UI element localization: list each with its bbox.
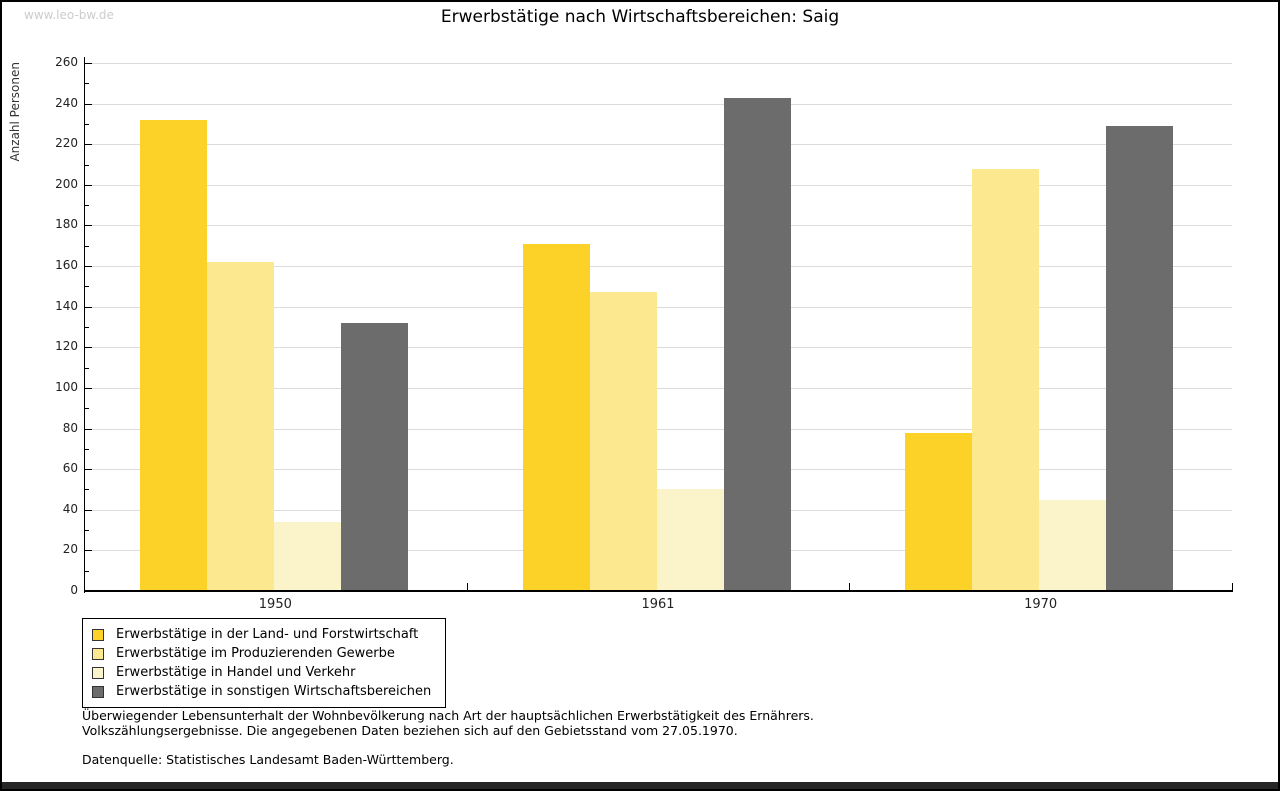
y-tick-label-40: 40 (62, 501, 78, 516)
plot-area: 0 20 40 60 80 100 120 140 160 180 200 220 240 260 1950… (2, 2, 1278, 622)
gridline-60 (84, 469, 1232, 471)
legend: Erwerbstätige in der Land- und Forstwirt… (82, 618, 447, 708)
bar-1961-series-4 (723, 97, 791, 591)
y-minor-tick-90 (85, 408, 89, 410)
gridline-180 (84, 225, 1232, 227)
y-minor-tick-250 (85, 83, 89, 85)
y-tick-label-120: 120 (55, 339, 78, 354)
y-tick-label-0: 0 (70, 583, 78, 597)
footnote-line-2: Volkszählungsergebnisse. Die angegebenen… (82, 723, 738, 738)
watermark: www.leo-bw.de (24, 8, 114, 22)
y-major-tick-180 (85, 225, 92, 227)
bar-1961-series-3 (656, 489, 724, 591)
y-tick-label-260: 260 (55, 55, 78, 69)
gridline-100 (84, 387, 1232, 389)
y-tick-label-180: 180 (55, 217, 78, 232)
legend-swatch-icon (92, 685, 104, 698)
bar-1970-series-1 (905, 432, 973, 591)
bar-1950-series-1 (140, 119, 207, 591)
legend-item-3: Erwerbstätige in Handel und Verkehr (92, 663, 431, 682)
y-tick-label-160: 160 (55, 258, 78, 273)
y-minor-tick-150 (85, 286, 89, 288)
gridline-80 (84, 428, 1232, 430)
y-major-tick-40 (85, 509, 92, 511)
gridline-200 (84, 184, 1232, 186)
legend-label: Erwerbstätige in sonstigen Wirtschaftsbe… (116, 684, 432, 699)
legend-label: Erwerbstätige in der Land- und Forstwirt… (116, 627, 419, 642)
legend-swatch-icon (92, 647, 104, 660)
legend-label: Erwerbstätige in Handel und Verkehr (116, 665, 356, 680)
gridline-240 (84, 103, 1232, 105)
legend-item-1: Erwerbstätige in der Land- und Forstwirt… (92, 625, 431, 644)
x-tick-2 (849, 583, 851, 591)
x-tick-label-1950: 1950 (258, 597, 292, 612)
y-major-tick-220 (85, 144, 92, 146)
x-tick-1 (466, 583, 468, 591)
y-minor-tick-30 (85, 530, 89, 532)
y-major-tick-120 (85, 347, 92, 349)
y-axis-line (84, 57, 85, 593)
y-minor-tick-170 (85, 245, 89, 247)
x-tick-label-1961: 1961 (641, 597, 675, 612)
y-major-tick-140 (85, 306, 92, 308)
y-minor-tick-10 (85, 570, 89, 572)
y-major-tick-260 (85, 63, 92, 64)
bar-1950-series-2 (207, 262, 274, 591)
y-minor-tick-130 (85, 327, 89, 328)
y-tick-label-140: 140 (55, 298, 78, 313)
y-tick-label-100: 100 (55, 379, 78, 394)
y-tick-label-240: 240 (55, 95, 78, 110)
x-tick-label-1970: 1970 (1024, 597, 1058, 612)
legend-swatch-icon (92, 628, 104, 641)
x-tick-3 (1232, 583, 1233, 591)
legend-item-2: Erwerbstätige im Produzierenden Gewerbe (92, 644, 431, 663)
gridline-120 (84, 347, 1232, 349)
y-tick-label-60: 60 (62, 461, 78, 476)
y-minor-tick-50 (85, 489, 89, 491)
y-major-tick-200 (85, 184, 92, 186)
bar-1950-series-3 (274, 521, 341, 591)
y-tick-label-80: 80 (62, 420, 78, 435)
y-minor-tick-70 (85, 448, 89, 450)
bar-1950-series-4 (341, 322, 408, 591)
y-major-tick-60 (85, 469, 92, 471)
data-source: Datenquelle: Statistisches Landesamt Bad… (82, 752, 454, 767)
footnotes: Überwiegender Lebensunterhalt der Wohnbe… (82, 708, 814, 767)
y-tick-label-220: 220 (55, 136, 78, 151)
legend-item-4: Erwerbstätige in sonstigen Wirtschaftsbe… (92, 682, 431, 701)
gridline-140 (84, 306, 1232, 308)
bar-1961-series-1 (522, 243, 590, 591)
y-tick-label-20: 20 (62, 542, 78, 557)
legend-swatch-icon (92, 666, 104, 679)
bar-1970-series-3 (1039, 499, 1107, 591)
y-major-tick-20 (85, 550, 92, 552)
y-major-tick-240 (85, 103, 92, 105)
gridline-220 (84, 144, 1232, 146)
y-tick-label-200: 200 (55, 176, 78, 191)
y-minor-tick-230 (85, 123, 89, 125)
x-axis-line (84, 590, 1233, 592)
y-major-tick-0 (85, 591, 92, 592)
legend-label: Erwerbstätige im Produzierenden Gewerbe (116, 646, 395, 661)
gridline-160 (84, 266, 1232, 268)
bar-1961-series-2 (589, 292, 657, 591)
y-major-tick-100 (85, 387, 92, 389)
footnote-line-1: Überwiegender Lebensunterhalt der Wohnbe… (82, 708, 814, 723)
gridline-260 (84, 63, 1232, 64)
bar-1970-series-2 (972, 168, 1040, 591)
chart-title: Erwerbstätige nach Wirtschaftsbereichen:… (440, 7, 840, 27)
y-minor-tick-210 (85, 164, 89, 166)
y-major-tick-160 (85, 266, 92, 268)
y-minor-tick-190 (85, 205, 89, 207)
bar-1970-series-4 (1106, 125, 1174, 591)
bottom-border-band (2, 782, 1278, 789)
y-major-tick-80 (85, 428, 92, 430)
y-minor-tick-110 (85, 367, 89, 369)
